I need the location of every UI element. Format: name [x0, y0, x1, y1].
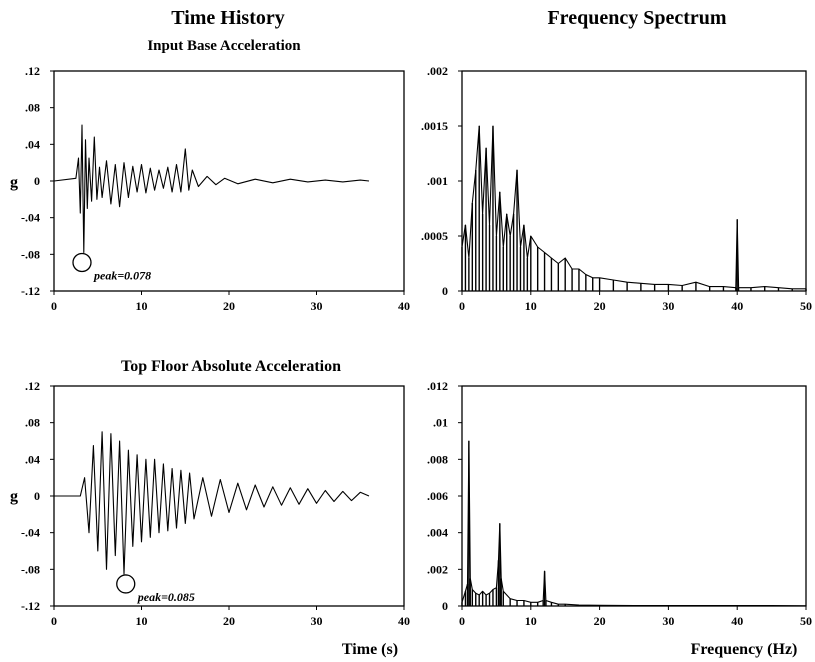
chart-top-time-peak-marker [116, 574, 136, 594]
chart-base-spectrum-xtick-label: 20 [594, 299, 606, 313]
chart-top-time-xtick-label: 0 [51, 614, 57, 628]
chart-base-spectrum-ytick-label: 0 [442, 284, 448, 298]
left-column-title: Time History [171, 7, 285, 29]
chart-base-time-xtick-label: 10 [136, 299, 148, 313]
chart-base-spectrum-ytick-label: .002 [427, 64, 448, 78]
chart-top-time-ytick-label: 0 [34, 489, 40, 503]
chart-base-time-peak-marker [72, 252, 92, 273]
chart-base-spectrum-xtick-label: 30 [662, 299, 674, 313]
chart-top-time-ytick-label: .12 [25, 379, 40, 393]
chart-top-spectrum-ytick-label: .006 [427, 489, 448, 503]
chart-top-spectrum-series-line [461, 440, 807, 607]
chart-base-time-xtick-label: 40 [398, 299, 410, 313]
chart-base-time-ytick-label: .12 [25, 64, 40, 78]
chart-top-time-ytick-label: -.04 [21, 526, 40, 540]
chart-top-spectrum-frame [461, 385, 807, 607]
chart-top-time-ylabel: g [10, 488, 18, 505]
chart-top-time-series-line [54, 431, 370, 575]
chart-base-time-series-line [53, 124, 370, 254]
chart-base-spectrum-series-line [461, 125, 806, 290]
chart-top-spectrum-ytick-label: .01 [433, 416, 448, 430]
chart-top-spectrum-xtick-label: 0 [459, 614, 465, 628]
chart-base-spectrum-ytick-label: .0005 [421, 229, 448, 243]
chart-top-time-xtick-label: 30 [311, 614, 323, 628]
chart-base-spectrum-xtick-label: 40 [731, 299, 743, 313]
chart-top-time-ytick-label: .04 [25, 452, 40, 466]
chart-base-spectrum-xtick-label: 50 [800, 299, 812, 313]
chart-top-spectrum-xtick-label: 50 [800, 614, 812, 628]
chart-base-time-ytick-label: .04 [25, 137, 40, 151]
chart-base-time-peak-label: peak=0.078 [93, 269, 151, 283]
chart-top-spectrum-ytick-label: 0 [442, 599, 448, 613]
chart-base-spectrum-xtick-label: 10 [525, 299, 537, 313]
chart-top-spectrum-xtick-label: 30 [662, 614, 674, 628]
chart-top-spectrum-ytick-label: .008 [427, 452, 448, 466]
chart-top-time-ytick-label: -.12 [21, 599, 40, 613]
chart-top-spectrum-ytick-label: .012 [427, 379, 448, 393]
chart-base-spectrum-xtick-label: 0 [459, 299, 465, 313]
chart-top-spectrum-xtick-label: 10 [525, 614, 537, 628]
chart-base-spectrum-ytick-label: .0015 [421, 119, 448, 133]
chart-base-time-ytick-label: -.04 [21, 211, 40, 225]
chart-top-time-ytick-label: -.08 [21, 562, 40, 576]
chart-top-time-peak-label: peak=0.085 [137, 590, 195, 604]
chart-top-spectrum-xlabel: Frequency (Hz) [691, 641, 798, 658]
chart-base-time-xtick-label: 30 [311, 299, 323, 313]
chart-top-time-frame [53, 385, 405, 607]
chart-base-time-ytick-label: -.08 [21, 247, 40, 261]
chart-base-time-xtick-label: 0 [51, 299, 57, 313]
chart-base-time-ylabel: g [10, 174, 18, 191]
chart-top-spectrum-ytick-label: .004 [427, 526, 448, 540]
chart-base-time-ytick-label: -.12 [21, 284, 40, 298]
chart-base-time-xtick-label: 20 [223, 299, 235, 313]
chart-top-time-xtick-label: 10 [136, 614, 148, 628]
top-left-subtitle: Input Base Acceleration [147, 38, 301, 54]
right-column-title: Frequency Spectrum [547, 7, 726, 29]
chart-top-time-xtick-label: 20 [223, 614, 235, 628]
chart-top-time-xtick-label: 40 [398, 614, 410, 628]
chart-top-time-xlabel: Time (s) [342, 641, 398, 658]
chart-top-spectrum-xtick-label: 20 [594, 614, 606, 628]
bottom-left-subtitle: Top Floor Absolute Acceleration [121, 358, 341, 375]
chart-top-spectrum-xtick-label: 40 [731, 614, 743, 628]
chart-base-time-ytick-label: .08 [25, 101, 40, 115]
chart-base-time-ytick-label: 0 [34, 174, 40, 188]
chart-top-time-ytick-label: .08 [25, 416, 40, 430]
chart-top-spectrum-ytick-label: .002 [427, 562, 448, 576]
chart-base-spectrum-ytick-label: .001 [427, 174, 448, 188]
